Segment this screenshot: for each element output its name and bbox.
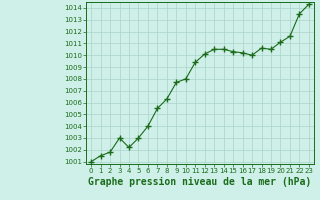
- X-axis label: Graphe pression niveau de la mer (hPa): Graphe pression niveau de la mer (hPa): [88, 177, 312, 187]
